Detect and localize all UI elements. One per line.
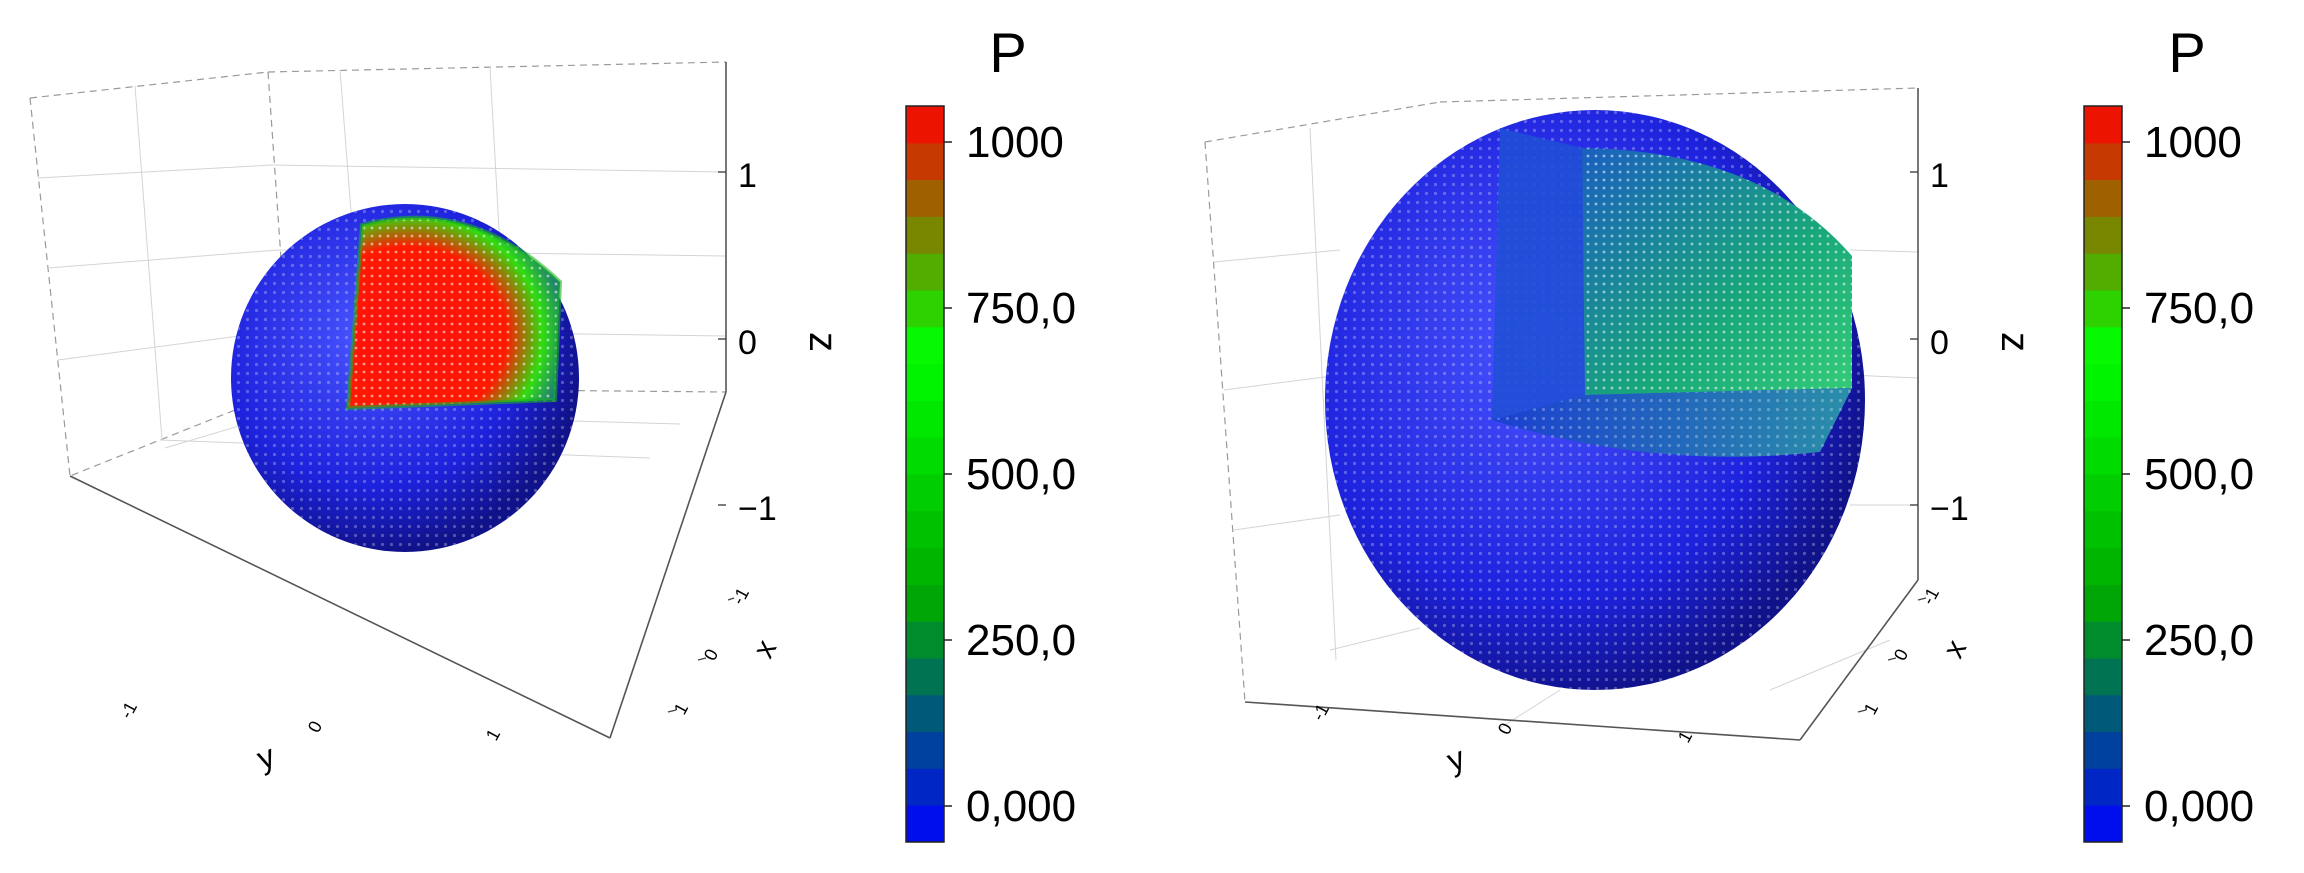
axes-box (1204, 87, 1919, 703)
colorbar-level (906, 694, 944, 733)
colorbar-level (2084, 326, 2122, 365)
colorbar-level (2084, 106, 2122, 144)
colorbar-title: P (989, 21, 1026, 84)
colorbar-tick-label: 0,000 (966, 782, 1076, 831)
colorbar-level (2084, 400, 2122, 438)
colorbar-ticks: 1000 750,0 500,0 250,0 0,000 (944, 118, 1076, 831)
colorbar-level (906, 547, 944, 585)
cutaway-wall-points (1492, 128, 1585, 420)
colorbar-level (906, 510, 944, 549)
colorbar-tick-label: 750,0 (2144, 284, 2254, 333)
colorbar-level (2084, 474, 2122, 512)
axes-box-solid (69, 62, 727, 739)
colorbar-level (2084, 216, 2122, 254)
z-tick-label: 0 (738, 324, 757, 362)
colorbar-tick-label: 750,0 (966, 284, 1076, 333)
z-axis-label: z (801, 332, 845, 352)
x-axis-ticks (667, 597, 735, 713)
colorbar-level (906, 474, 944, 512)
y-tick-label: 1 (1674, 728, 1696, 746)
z-tick-label: 1 (1930, 157, 1949, 195)
z-axis-ticks (718, 171, 726, 506)
colorbar-level (2084, 547, 2122, 585)
colorbar (905, 105, 945, 843)
axes-box-solid (1244, 88, 1919, 741)
z-tick-label: −1 (1930, 490, 1969, 528)
colorbar-ticks: 1000 750,0 500,0 250,0 0,000 (2122, 118, 2254, 831)
x-axis-ticks (1857, 597, 1927, 713)
colorbar-level (906, 142, 944, 181)
colorbar-tick-label: 0,000 (2144, 782, 2254, 831)
x-tick-label: 0 (1890, 646, 1912, 664)
colorbar-level (906, 437, 944, 475)
colorbar-level (906, 216, 944, 254)
colorbar-level (906, 253, 944, 291)
colorbar-level (906, 658, 944, 696)
colorbar-level (906, 584, 944, 622)
colorbar-level (2084, 621, 2122, 659)
z-axis-ticks (1910, 171, 1918, 506)
sphere-scatter (1325, 110, 1865, 690)
colorbar-level (2084, 658, 2122, 696)
y-tick-label: 1 (482, 726, 504, 744)
colorbar-level (906, 621, 944, 659)
x-axis-label: x (747, 635, 783, 664)
colorbar-level (2084, 694, 2122, 733)
grid-lines (1213, 127, 1919, 729)
z-tick-label: 0 (1930, 324, 1949, 362)
panel-right: 1 0 −1 z -1 0 1 x -1 0 1 y P 1000 750,0 50… (1204, 21, 2254, 843)
colorbar-level (2084, 731, 2122, 769)
colorbar-level (906, 290, 944, 328)
sphere-scatter (231, 204, 579, 552)
colorbar-level (2084, 510, 2122, 549)
colorbar-level (906, 400, 944, 438)
colorbar-tick-label: 1000 (966, 118, 1064, 167)
y-axis-label: y (1442, 739, 1469, 778)
x-tick-label: 1 (1860, 700, 1882, 718)
colorbar-level (2084, 768, 2122, 806)
y-axis-label: y (252, 737, 279, 776)
colorbar-tick-label: 250,0 (966, 616, 1076, 665)
colorbar-level (906, 106, 944, 144)
y-tick-label: 0 (1494, 720, 1516, 738)
x-axis-label: x (1937, 635, 1973, 664)
colorbar-tick-label: 500,0 (2144, 450, 2254, 499)
colorbar-level (906, 805, 944, 843)
x-tick-label: -1 (1918, 584, 1943, 608)
x-tick-label: -1 (728, 584, 753, 608)
colorbar-level (2084, 290, 2122, 328)
y-tick-label: -1 (116, 698, 141, 722)
x-tick-label: 0 (700, 646, 722, 664)
z-tick-label: −1 (738, 490, 777, 528)
y-tick-label: 0 (304, 718, 326, 736)
colorbar-level (2084, 253, 2122, 291)
colorbar-level (906, 768, 944, 806)
colorbar-level (906, 731, 944, 769)
colorbar-level (906, 363, 944, 401)
colorbar-tick-label: 500,0 (966, 450, 1076, 499)
z-tick-label: 1 (738, 157, 757, 195)
colorbar-level (906, 326, 944, 365)
colorbar-tick-label: 1000 (2144, 118, 2242, 167)
x-tick-label: 1 (670, 700, 692, 718)
colorbar-level (2084, 142, 2122, 181)
colorbar-level (906, 179, 944, 217)
colorbar-tick-label: 250,0 (2144, 616, 2254, 665)
colorbar-level (2084, 584, 2122, 622)
colorbar (2083, 105, 2123, 843)
colorbar-level (2084, 437, 2122, 475)
colorbar-level (2084, 179, 2122, 217)
colorbar-title: P (2168, 21, 2205, 84)
y-tick-label: -1 (1308, 700, 1333, 724)
z-axis-label: z (1993, 332, 2037, 352)
colorbar-level (2084, 805, 2122, 843)
panel-left: 1 0 −1 z -1 0 1 x -1 0 1 y P 1000 750,0 50… (29, 21, 1076, 843)
colorbar-level (2084, 363, 2122, 401)
